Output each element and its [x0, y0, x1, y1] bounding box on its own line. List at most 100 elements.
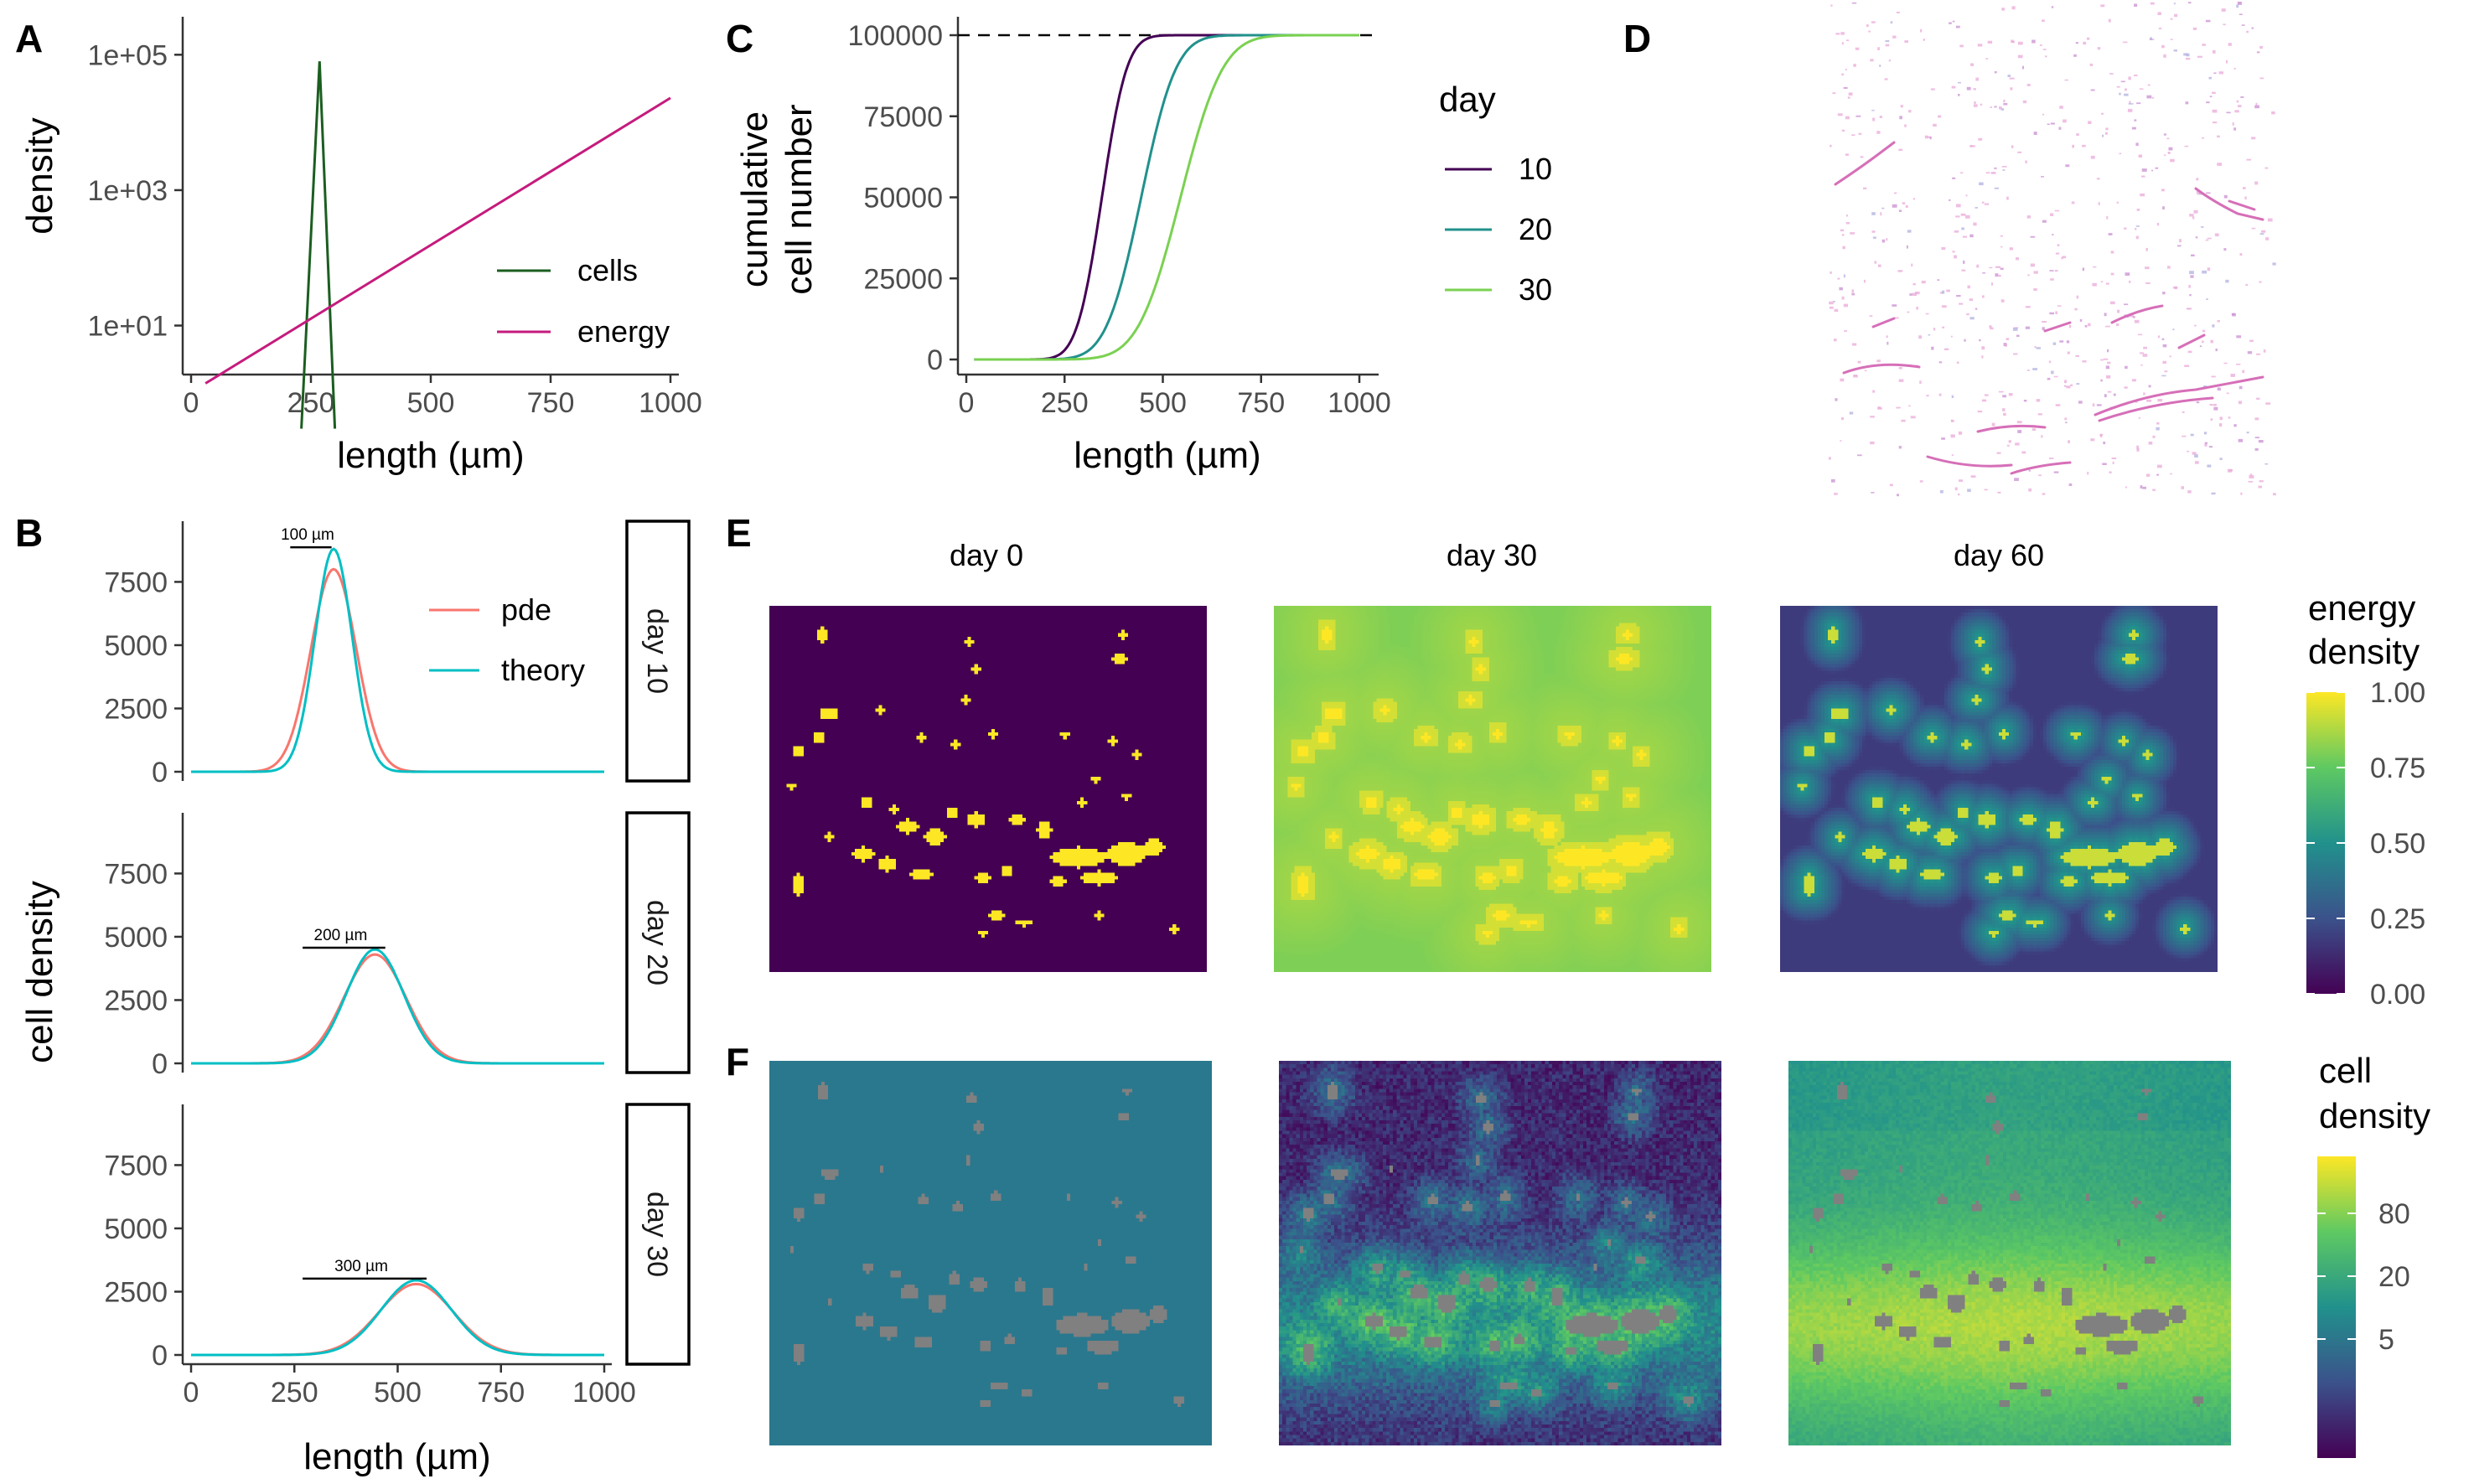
- d-speck: [2215, 348, 2218, 352]
- d-speck: [2048, 360, 2052, 364]
- d-speck: [2161, 375, 2166, 377]
- d-speck: [2156, 427, 2160, 431]
- d-speck: [2106, 215, 2109, 220]
- e-map-day0: [769, 606, 1207, 972]
- d-speck: [1845, 39, 1850, 41]
- d-speck: [2156, 422, 2160, 425]
- d-speck: [1843, 86, 1848, 89]
- d-speck: [2188, 285, 2191, 288]
- d-speck: [1909, 293, 1912, 296]
- d-speck: [2206, 192, 2211, 194]
- d-speck: [2189, 271, 2194, 275]
- d-speck: [1843, 274, 1845, 278]
- d-speck: [2192, 216, 2195, 220]
- d-speck: [2244, 196, 2247, 199]
- d-speck: [2002, 395, 2006, 398]
- d-speck: [2228, 416, 2231, 419]
- d-speck: [2120, 80, 2125, 83]
- e-map-day60: [1780, 606, 2218, 972]
- d-speck: [2134, 75, 2138, 76]
- c-x-ticks: 0 250 500 750 1000: [959, 375, 1391, 419]
- d-speck: [1959, 302, 1964, 305]
- d-speck: [1916, 307, 1918, 310]
- b-series-theory: [191, 948, 604, 1065]
- d-speck: [2196, 178, 2199, 181]
- d-speck: [2140, 364, 2143, 366]
- d-speck: [2064, 385, 2067, 387]
- d-speck: [2105, 127, 2109, 131]
- d-speck: [2075, 354, 2079, 357]
- d-speck: [1981, 399, 1987, 402]
- d-speck: [2141, 175, 2145, 178]
- d-speck: [2261, 230, 2266, 233]
- d-speck: [2047, 377, 2051, 380]
- b-y-tick-label: 0: [152, 1340, 168, 1372]
- d-speck: [2005, 344, 2007, 347]
- d-speck: [2209, 404, 2213, 406]
- d-speck: [2255, 353, 2261, 355]
- d-speck: [1885, 40, 1890, 43]
- d-speck: [2109, 73, 2114, 75]
- d-speck: [2100, 434, 2103, 438]
- d-speck: [1870, 59, 1874, 62]
- b-y-tick-label: 5000: [104, 1213, 168, 1245]
- d-speck: [2067, 351, 2070, 354]
- d-speck: [2230, 374, 2235, 377]
- d-speck: [2162, 344, 2167, 348]
- d-speck: [1960, 172, 1964, 174]
- d-speck: [2264, 167, 2269, 169]
- d-speck: [1852, 343, 1857, 346]
- d-speck: [1991, 282, 1993, 286]
- d-speck: [1871, 212, 1876, 215]
- d-speck: [2218, 423, 2223, 427]
- d-speck: [2190, 275, 2194, 278]
- a-series-energy: [204, 96, 671, 385]
- d-speck: [1898, 148, 1903, 151]
- d-speck: [2050, 278, 2054, 281]
- d-speck: [2096, 178, 2100, 180]
- d-speck: [2042, 19, 2045, 23]
- d-speck: [1976, 264, 1980, 268]
- d-speck: [2100, 4, 2105, 8]
- d-speck: [1990, 327, 1994, 330]
- d-speck: [1905, 204, 1908, 208]
- d-speck: [1926, 395, 1929, 397]
- d-vessel: [1834, 141, 1896, 186]
- d-speck: [2011, 6, 2016, 10]
- d-speck: [2164, 370, 2168, 373]
- d-speck: [1998, 275, 2001, 277]
- d-speck: [2211, 375, 2216, 378]
- d-speck: [2041, 435, 2043, 438]
- d-speck: [2050, 122, 2055, 125]
- b-y-label: cell density: [19, 881, 60, 1063]
- d-speck: [1871, 492, 1875, 494]
- d-speck: [1897, 494, 1899, 497]
- d-speck: [2073, 54, 2077, 57]
- d-speck: [1975, 77, 1979, 81]
- d-vessel: [2194, 187, 2264, 221]
- d-speck: [1908, 405, 1911, 407]
- d-speck: [2219, 458, 2223, 460]
- d-vessel: [2098, 396, 2214, 422]
- d-speck: [2125, 88, 2127, 91]
- d-speck: [2124, 93, 2129, 96]
- d-speck: [1919, 380, 1922, 384]
- d-speck: [1870, 441, 1875, 445]
- c-legend-title: day: [1439, 80, 1496, 119]
- d-speck: [1998, 390, 2004, 393]
- f-colorbar-tick-label: 80: [2378, 1198, 2410, 1230]
- d-speck: [2197, 55, 2202, 58]
- d-speckle: [1829, 2, 2276, 497]
- d-speck: [1956, 204, 1961, 208]
- d-speck: [2141, 168, 2147, 172]
- d-speck: [1985, 172, 1990, 174]
- d-speck: [1907, 230, 1912, 233]
- d-speck: [2249, 339, 2254, 342]
- d-speck: [2079, 318, 2083, 322]
- c-y-tick-label: 50000: [863, 183, 943, 215]
- d-speck: [1966, 313, 1969, 316]
- d-speck: [2162, 206, 2165, 209]
- d-speck: [2170, 158, 2175, 163]
- c-y-tick-label: 75000: [863, 101, 943, 133]
- d-speck: [2212, 324, 2215, 328]
